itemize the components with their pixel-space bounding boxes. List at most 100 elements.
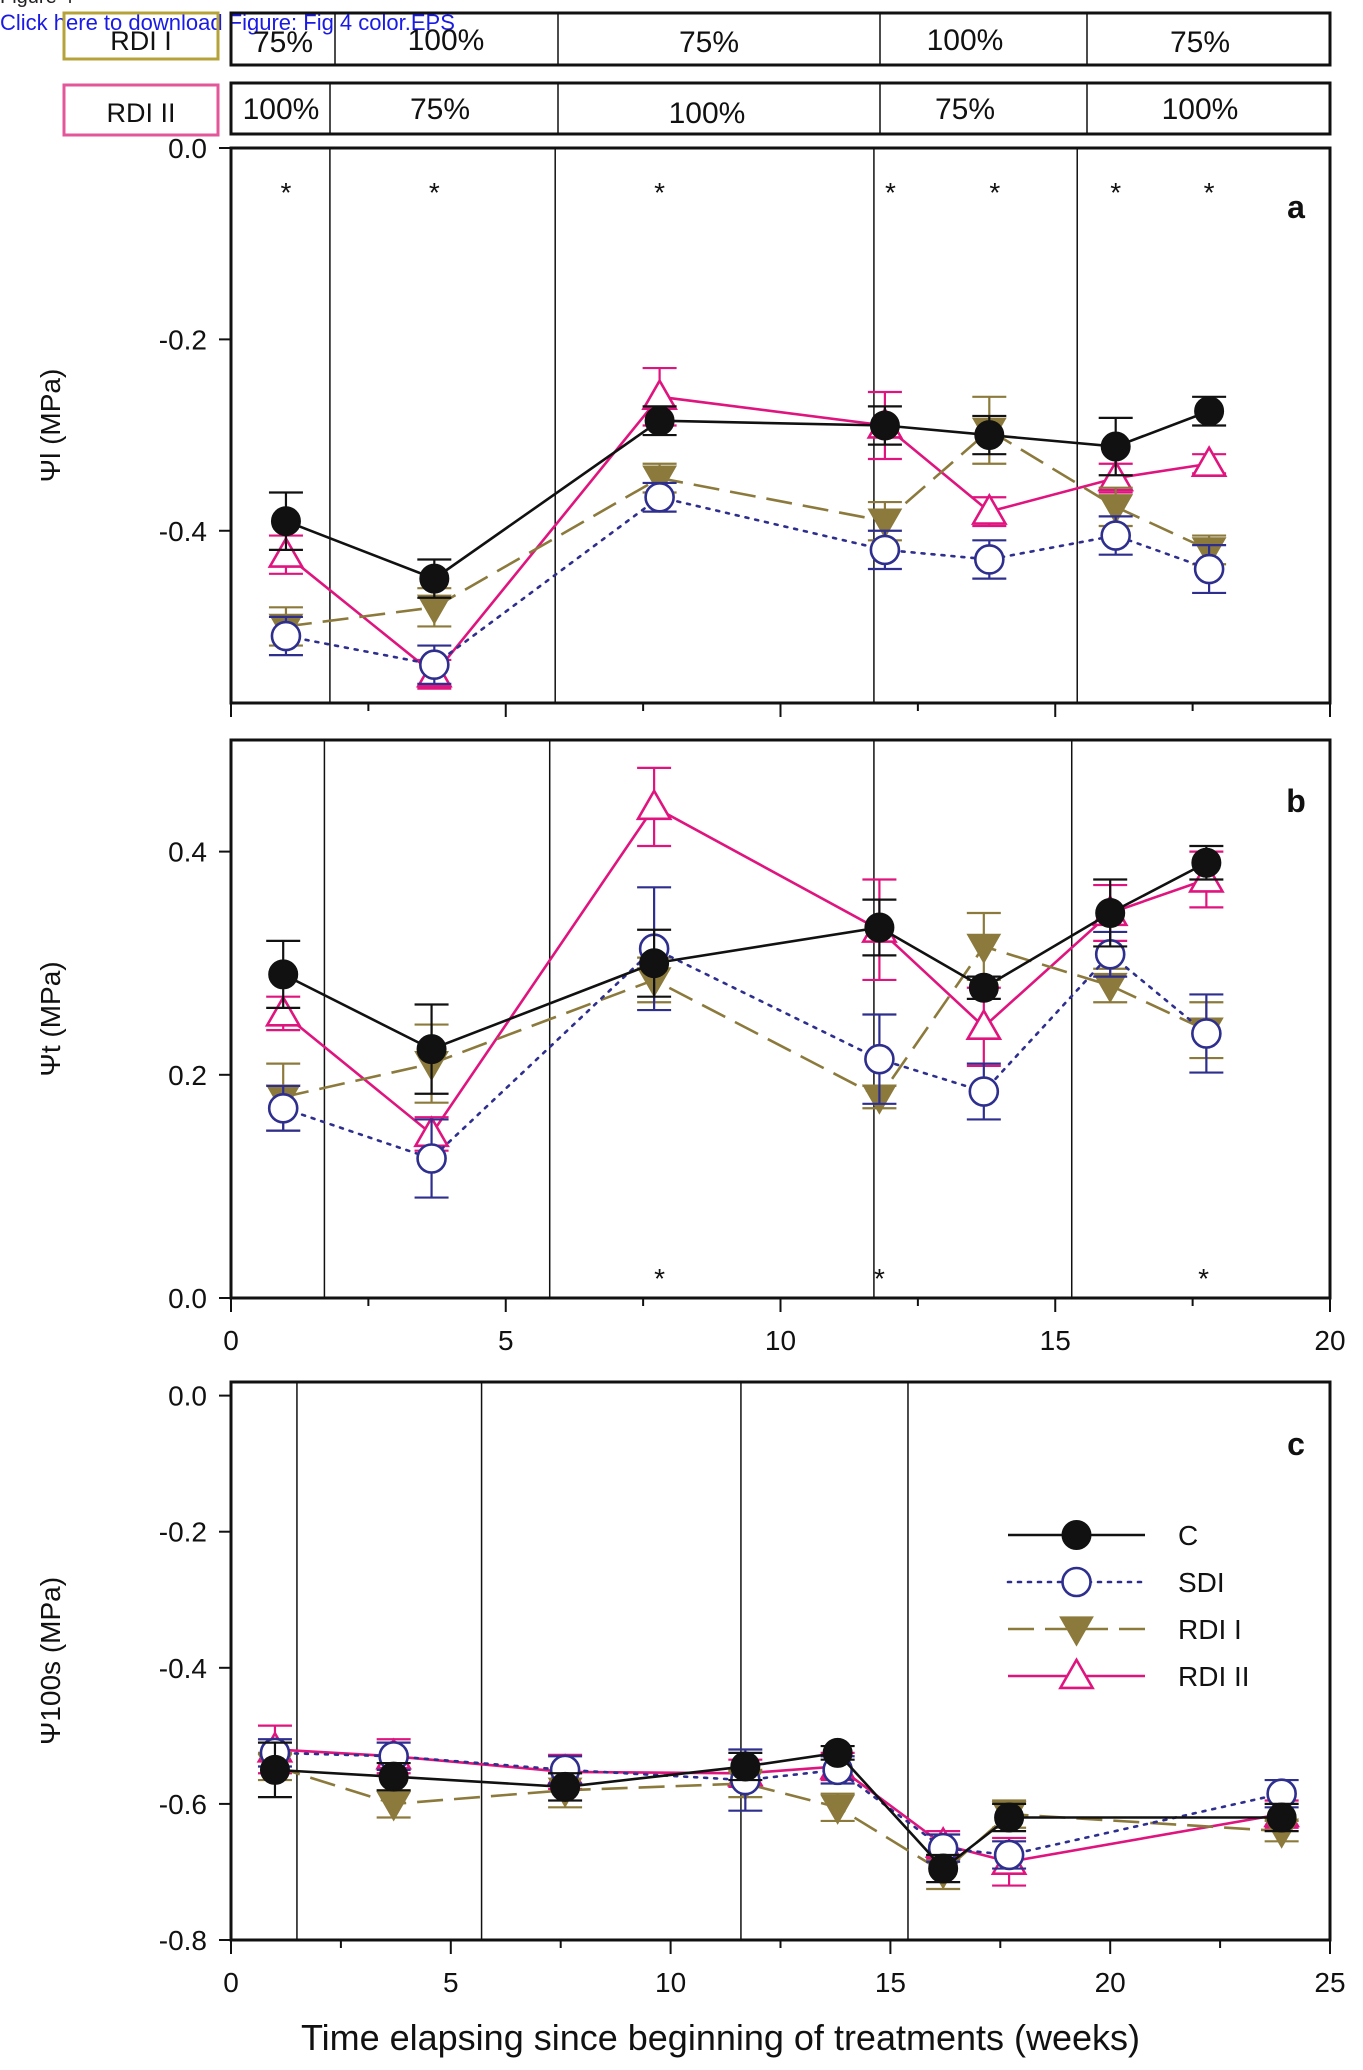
legend-marker-3 [1059, 1616, 1094, 1647]
rdi-ii-point-1 [267, 535, 305, 568]
sdi-point-6 [1100, 520, 1131, 551]
c-point-6 [1095, 897, 1126, 928]
legend-marker-4 [1058, 1657, 1095, 1690]
sdi-point-1 [267, 1092, 299, 1124]
rdi2-label-box [62, 83, 220, 137]
panel-c-xtick-label-4: 20 [1095, 1967, 1126, 1998]
c-point-7 [1194, 396, 1225, 427]
c-point-6 [1100, 431, 1131, 462]
c-point-2 [416, 1034, 447, 1065]
panel-a-significance-star-1: * [280, 177, 291, 208]
c-point-4 [864, 912, 895, 943]
sdi-point-3 [644, 481, 675, 513]
rdi-i-point-2 [376, 1791, 412, 1822]
panel-b-significance-star-1: * [654, 1263, 665, 1294]
rdi2-seg-5: 100% [1162, 93, 1239, 126]
rdi1-seg-4: 100% [927, 24, 1004, 57]
c-point-5 [974, 420, 1005, 451]
panel-a-significance-star-2: * [429, 177, 440, 208]
rdi-ii-point-3 [635, 788, 673, 821]
panel-b-significance-star-3: * [1198, 1263, 1209, 1294]
panel-b-xtick-label-0: 0 [223, 1325, 239, 1356]
rdi-i-line [274, 1765, 1282, 1874]
panel-b-ylabel: Ψt (MPa) [35, 961, 66, 1076]
panel-c: 0.0 -0.2 -0.4 -0.6 -0.8 0 5 10 15 20 25 Ψ100s (MPa)… [35, 1380, 1346, 2058]
rdi-ii-line [285, 395, 1210, 677]
c-point-1 [270, 506, 301, 537]
panel-c-ytick-label-1: -0.2 [159, 1517, 207, 1548]
panel-c-ytick-label-2: -0.4 [159, 1653, 207, 1684]
rdi-ii-point-5 [965, 1008, 1003, 1041]
rdi-i-point-6 [1092, 972, 1128, 1004]
panel-b-ytick-label-1: 0.2 [168, 1060, 207, 1091]
c-point-2 [378, 1761, 409, 1792]
c-point-6 [928, 1853, 959, 1884]
rdi1-seg-3: 75% [679, 26, 739, 59]
rdi2-bar [229, 81, 1332, 136]
sdi-point-2 [419, 649, 450, 681]
c-point-4 [730, 1751, 761, 1782]
panel-a-significance-star-7: * [1204, 177, 1215, 208]
schedule-rdi1: RDI I 75% 100% 75% 100% 75% [62, 11, 1332, 67]
rdi-i-point-5 [966, 933, 1002, 965]
rdi1-seg-1: 75% [253, 26, 313, 59]
panel-a-significance-star-6: * [1110, 177, 1121, 208]
panel-b-ytick-label-2: 0.0 [168, 1283, 207, 1314]
panel-b-xtick-label-3: 15 [1040, 1325, 1071, 1356]
panel-c-ytick-label-0: 0.0 [168, 1381, 207, 1412]
rdi1-label: RDI I [110, 26, 172, 56]
rdi2-label: RDI II [106, 98, 175, 128]
legend-label-2: SDI [1178, 1567, 1225, 1598]
legend: C SDI RDI I RDI II [1006, 1520, 1250, 1692]
c-point-3 [644, 405, 675, 436]
panel-c-xtick-label-0: 0 [223, 1967, 239, 1998]
sdi-point-5 [968, 1076, 1000, 1107]
panel-a-letter: a [1287, 189, 1305, 225]
sdi-point-7 [1193, 553, 1225, 585]
panel-a-significance-star-4: * [885, 177, 896, 208]
panel-c-xtick-label-2: 10 [655, 1967, 686, 1998]
rdi-i-point-5 [820, 1794, 856, 1825]
legend-label-4: RDI II [1178, 1661, 1250, 1692]
panel-b-significance-star-2: * [874, 1263, 885, 1294]
panel-b-series-c [266, 844, 1224, 1095]
c-point-8 [1266, 1802, 1297, 1833]
c-point-3 [550, 1771, 581, 1802]
figure-label: Figure 4 [0, 0, 73, 9]
panel-c-series-rdi-ii [256, 1724, 1300, 1887]
panel-b-frame [229, 738, 1332, 1300]
c-point-1 [259, 1754, 290, 1785]
rdi-ii-line [282, 805, 1207, 1136]
panel-c-letter: c [1287, 1426, 1305, 1462]
rdi1-seg-5: 75% [1170, 26, 1230, 59]
panel-b-letter: b [1286, 783, 1306, 819]
panel-c-ytick-label-3: -0.6 [159, 1789, 207, 1820]
c-line [282, 861, 1207, 1051]
sdi-point-4 [864, 1043, 895, 1075]
c-point-2 [419, 563, 450, 594]
legend-marker-1 [1061, 1520, 1092, 1550]
panel-a: 0.0 -0.2 -0.4 Ψl (MPa) a * * * * * * * [35, 133, 1332, 717]
panel-c-series-c [257, 1737, 1299, 1884]
sdi-point-1 [270, 620, 302, 652]
sdi-point-7 [1191, 1018, 1222, 1049]
panel-c-ylabel: Ψ100s (MPa) [35, 1577, 66, 1745]
panel-c-xtick-label-5: 25 [1314, 1967, 1345, 1998]
panel-a-significance-star-3: * [654, 177, 665, 208]
panel-a-ytick-label-2: -0.4 [159, 516, 207, 547]
sdi-point-7 [993, 1839, 1025, 1871]
c-point-1 [268, 959, 299, 990]
panel-a-series-sdi [268, 481, 1227, 685]
rdi-ii-point-5 [970, 492, 1008, 525]
rdi2-seg-3: 100% [669, 97, 746, 130]
sdi-point-4 [869, 534, 901, 566]
legend-marker-2 [1061, 1566, 1092, 1598]
rdi-i-point-3 [642, 465, 678, 496]
panel-c-ytick-label-4: -0.8 [159, 1925, 207, 1956]
panel-a-ytick-label-0: 0.0 [168, 133, 207, 164]
rdi2-seg-2: 75% [410, 93, 470, 126]
c-point-5 [968, 972, 999, 1003]
rdi-ii-line [274, 1748, 1282, 1864]
rdi1-seg-2: 100% [408, 24, 485, 57]
